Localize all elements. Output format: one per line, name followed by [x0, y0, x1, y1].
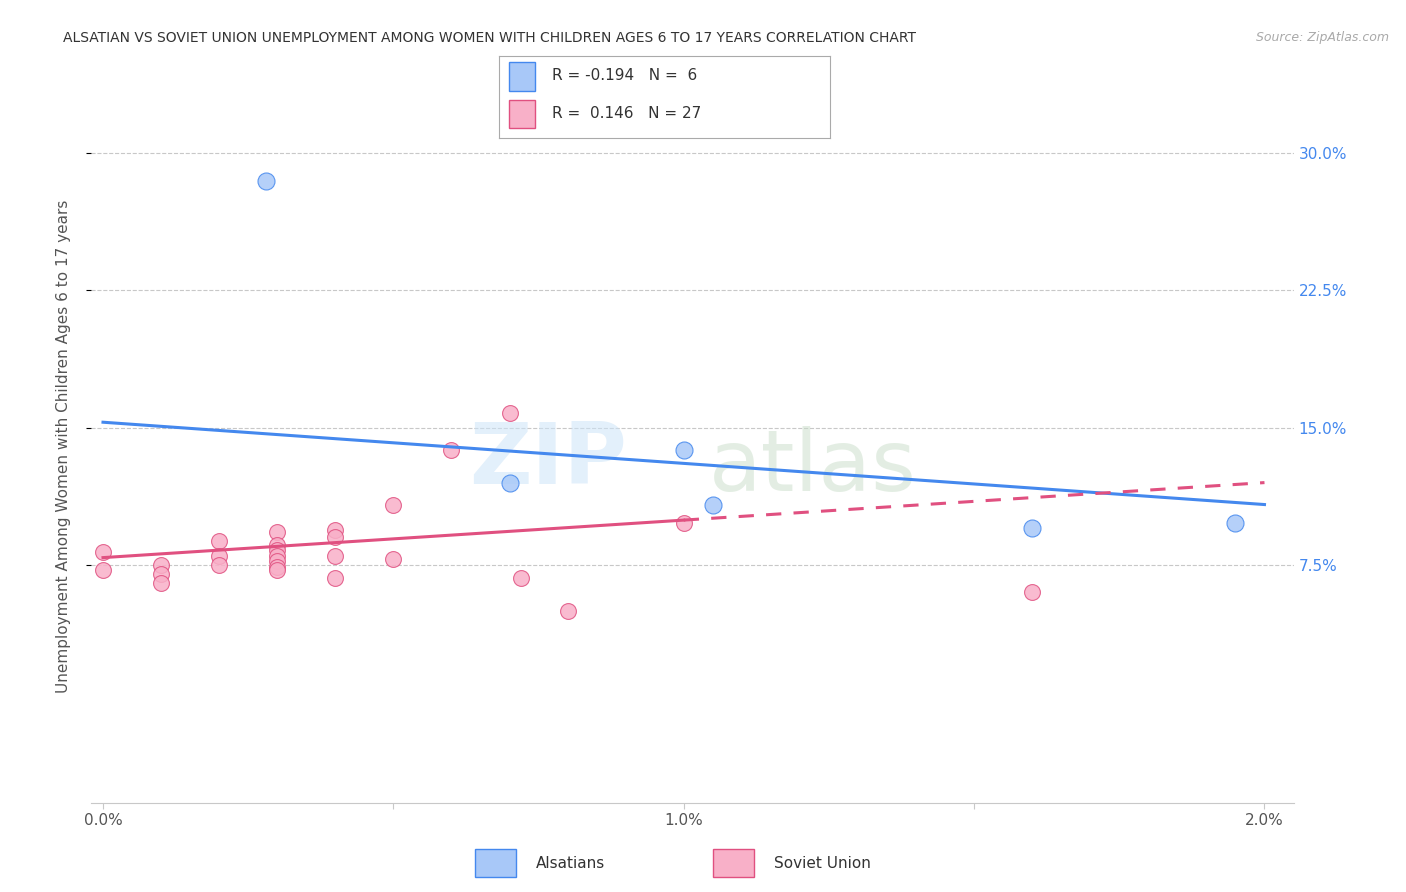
- Bar: [713, 849, 754, 877]
- Point: [266, 554, 288, 568]
- Point: [266, 559, 288, 574]
- Text: Source: ZipAtlas.com: Source: ZipAtlas.com: [1256, 31, 1389, 45]
- Point: [557, 604, 579, 618]
- Point: [323, 549, 346, 563]
- Point: [440, 442, 463, 457]
- Text: Alsatians: Alsatians: [536, 855, 605, 871]
- Point: [266, 524, 288, 539]
- Text: R =  0.146   N = 27: R = 0.146 N = 27: [553, 106, 702, 121]
- Point: [266, 549, 288, 563]
- Point: [208, 549, 231, 563]
- Bar: [509, 100, 536, 128]
- Y-axis label: Unemployment Among Women with Children Ages 6 to 17 years: Unemployment Among Women with Children A…: [56, 199, 70, 693]
- Point: [150, 558, 173, 572]
- Point: [266, 563, 288, 577]
- Point: [91, 545, 114, 559]
- Point: [323, 523, 346, 537]
- Point: [91, 563, 114, 577]
- Point: [150, 576, 173, 591]
- Point: [1021, 585, 1043, 599]
- Bar: [509, 62, 536, 91]
- Point: [510, 571, 533, 585]
- Point: [208, 534, 231, 549]
- Point: [266, 538, 288, 552]
- Point: [323, 531, 346, 545]
- Point: [672, 442, 695, 457]
- Point: [266, 543, 288, 558]
- Point: [1225, 516, 1247, 530]
- Point: [702, 498, 724, 512]
- Point: [150, 567, 173, 582]
- Point: [498, 406, 520, 420]
- Point: [382, 552, 405, 566]
- Text: R = -0.194   N =  6: R = -0.194 N = 6: [553, 69, 697, 83]
- Point: [208, 558, 231, 572]
- Text: ALSATIAN VS SOVIET UNION UNEMPLOYMENT AMONG WOMEN WITH CHILDREN AGES 6 TO 17 YEA: ALSATIAN VS SOVIET UNION UNEMPLOYMENT AM…: [63, 31, 917, 45]
- Text: ZIP: ZIP: [470, 418, 627, 502]
- Point: [382, 498, 405, 512]
- Text: Soviet Union: Soviet Union: [773, 855, 870, 871]
- Point: [323, 571, 346, 585]
- Point: [498, 475, 520, 490]
- Bar: [475, 849, 516, 877]
- Text: atlas: atlas: [709, 425, 917, 509]
- Point: [672, 516, 695, 530]
- Point: [254, 174, 277, 188]
- Point: [1021, 521, 1043, 535]
